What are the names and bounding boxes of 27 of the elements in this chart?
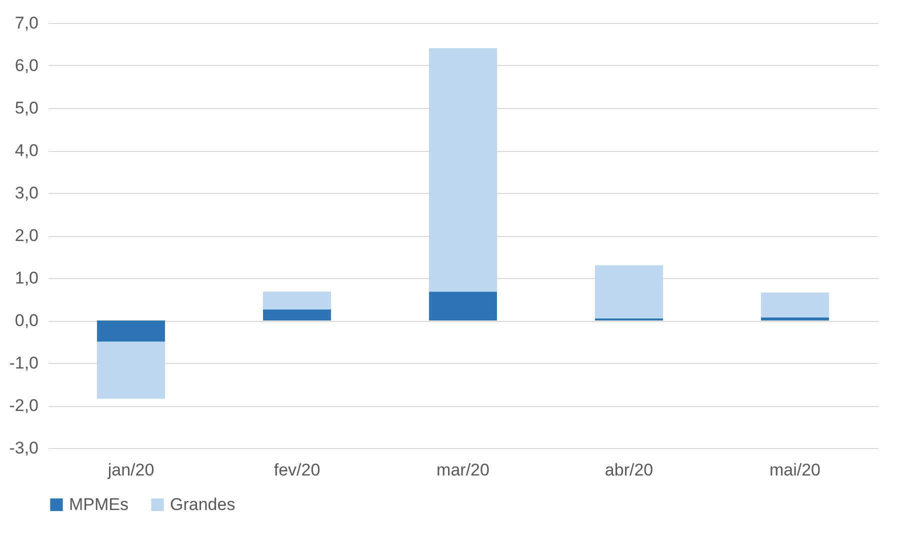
bar	[429, 48, 497, 292]
y-tick-label: 7,0	[14, 14, 38, 32]
y-tick-label: 2,0	[14, 226, 38, 245]
legend-label: Grandes	[170, 494, 236, 514]
x-tick-label: mar/20	[436, 460, 490, 480]
y-tick-label: 0,0	[14, 311, 38, 330]
y-tick-label: -3,0	[9, 438, 38, 458]
bar	[761, 292, 829, 318]
x-tick-label: mai/20	[769, 460, 821, 480]
y-tick-label: 3,0	[14, 184, 38, 202]
x-tick-label: fev/20	[274, 460, 320, 480]
bar	[263, 309, 331, 320]
bar	[429, 292, 497, 320]
x-tick-label: abr/20	[604, 460, 654, 480]
y-tick-label: 1,0	[14, 268, 38, 288]
bar	[595, 265, 663, 318]
y-tick-label: -2,0	[9, 396, 38, 415]
bar	[97, 320, 165, 342]
bar	[97, 342, 165, 399]
y-tick-label: 5,0	[14, 98, 38, 118]
y-tick-label: 4,0	[14, 141, 38, 160]
y-tick-label: 6,0	[14, 56, 38, 75]
y-tick-label: -1,0	[9, 354, 38, 372]
bar	[761, 318, 829, 320]
bar	[263, 292, 331, 310]
x-tick-label: jan/20	[106, 460, 154, 480]
legend-label: MPMEs	[69, 494, 128, 514]
